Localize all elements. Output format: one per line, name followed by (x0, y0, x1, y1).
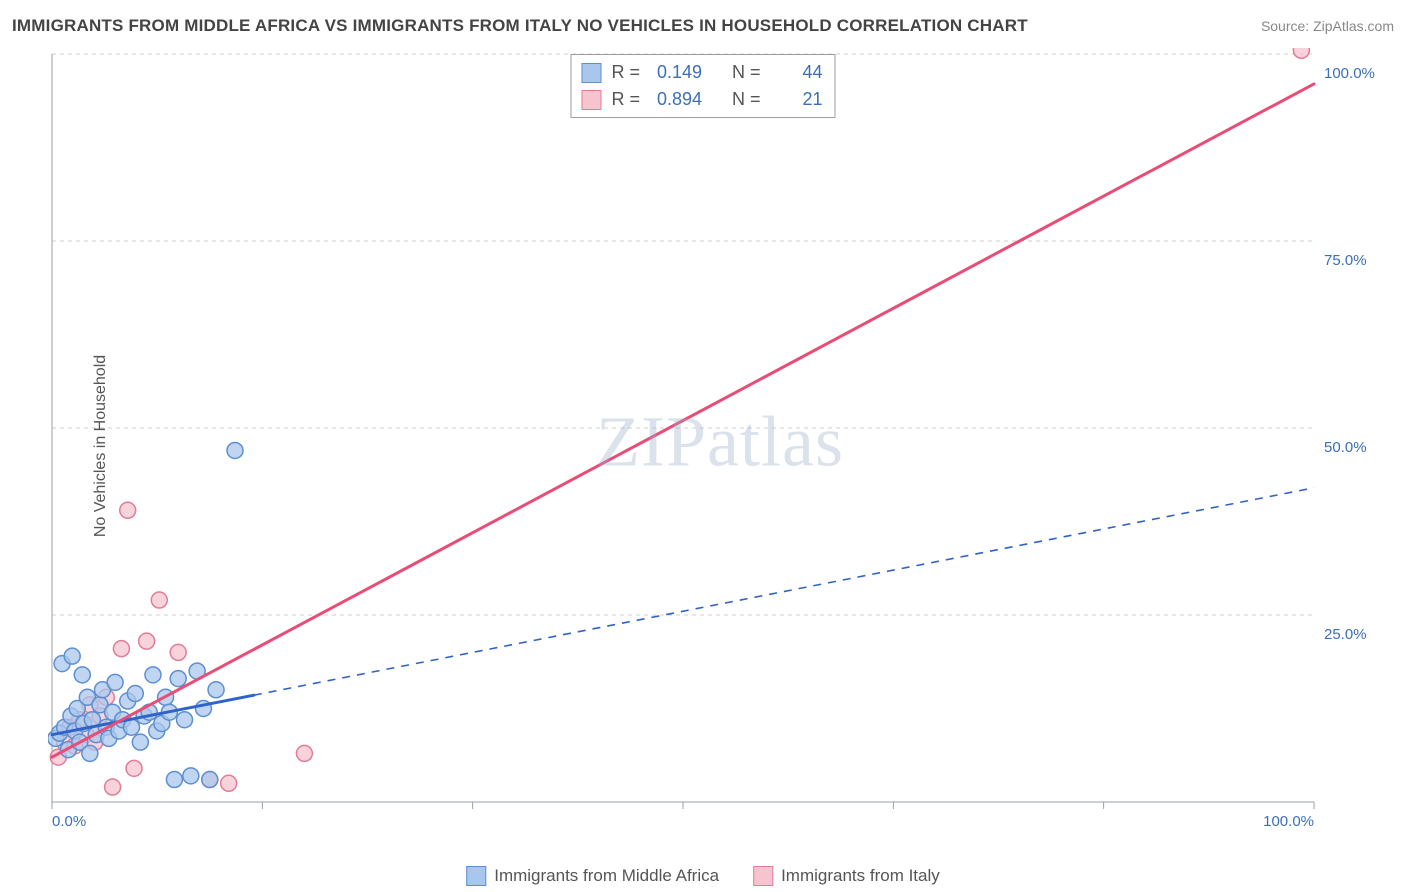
svg-text:50.0%: 50.0% (1324, 439, 1367, 456)
legend-item-italy: Immigrants from Italy (753, 866, 940, 886)
svg-text:100.0%: 100.0% (1324, 65, 1375, 82)
legend-label-italy: Immigrants from Italy (781, 866, 940, 886)
legend-label-africa: Immigrants from Middle Africa (494, 866, 719, 886)
svg-text:25.0%: 25.0% (1324, 626, 1367, 643)
svg-text:75.0%: 75.0% (1324, 252, 1367, 269)
n-label: N = (732, 59, 761, 86)
stats-row-italy: R = 0.894 N = 21 (581, 86, 822, 113)
swatch-italy (753, 866, 773, 886)
svg-text:0.0%: 0.0% (52, 813, 86, 830)
source-label: Source: ZipAtlas.com (1261, 18, 1394, 34)
chart-title: IMMIGRANTS FROM MIDDLE AFRICA VS IMMIGRA… (12, 16, 1028, 36)
r-label: R = (611, 86, 640, 113)
stats-row-africa: R = 0.149 N = 44 (581, 59, 822, 86)
legend-item-africa: Immigrants from Middle Africa (466, 866, 719, 886)
svg-text:100.0%: 100.0% (1263, 813, 1314, 830)
series-legend: Immigrants from Middle Africa Immigrants… (466, 866, 940, 886)
r-value-africa: 0.149 (650, 59, 702, 86)
r-label: R = (611, 59, 640, 86)
swatch-italy (581, 90, 601, 110)
swatch-africa (466, 866, 486, 886)
n-label: N = (732, 86, 761, 113)
r-value-italy: 0.894 (650, 86, 702, 113)
n-value-italy: 21 (771, 86, 823, 113)
plot-area: 25.0%50.0%75.0%100.0%0.0%100.0% ZIPatlas (48, 48, 1392, 836)
chart-svg: 25.0% 50.0% 75.0% 100.0% 0.0% 100.0% (48, 48, 1392, 836)
correlation-stats-box: R = 0.149 N = 44 R = 0.894 N = 21 (570, 54, 835, 118)
n-value-africa: 44 (771, 59, 823, 86)
swatch-africa (581, 63, 601, 83)
